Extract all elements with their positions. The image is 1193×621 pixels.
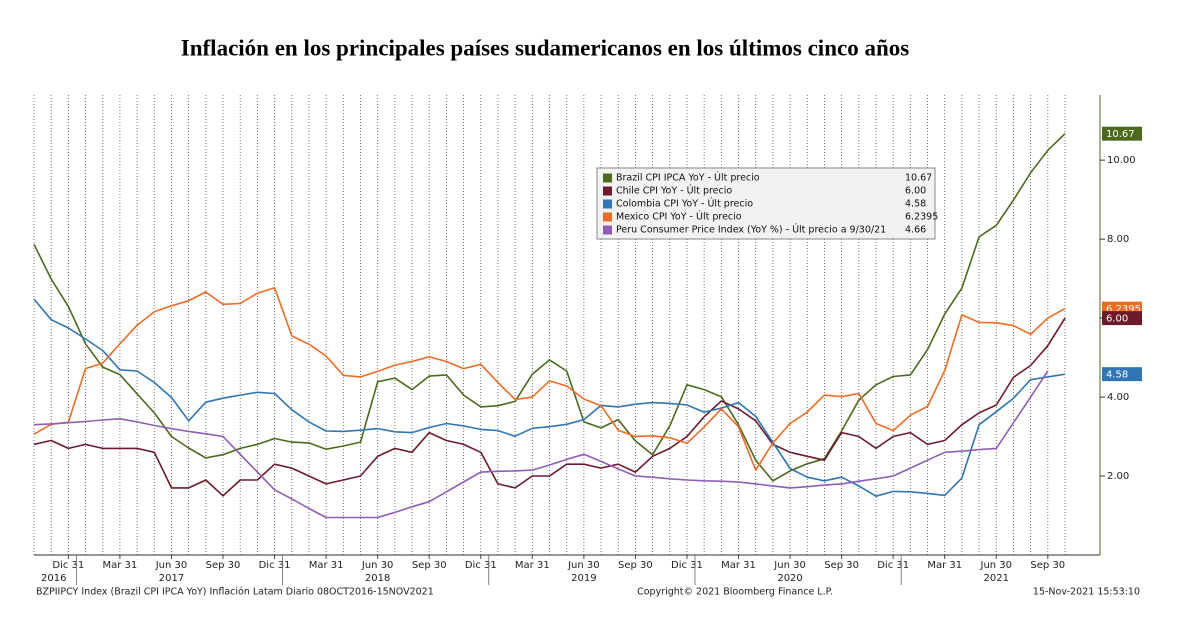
x-tick-label: Dic 31 xyxy=(259,560,291,571)
axis-tag xyxy=(1102,367,1142,382)
x-tick-label: Dic 31 xyxy=(465,560,497,571)
x-tick-label: Sep 30 xyxy=(412,560,447,571)
x-tick-label: Jun 30 xyxy=(773,560,806,571)
x-tick-label: Mar 31 xyxy=(309,560,344,571)
chart-title: Inflación en los principales países suda… xyxy=(181,35,909,60)
year-label: 2020 xyxy=(777,573,802,584)
y-tick-label: 4.00 xyxy=(1107,392,1129,403)
legend-value: 4.66 xyxy=(905,225,926,236)
x-tick-label: Jun 30 xyxy=(980,560,1013,571)
x-tick-label: Mar 31 xyxy=(721,560,756,571)
x-tick-label: Jun 30 xyxy=(567,560,600,571)
x-tick-label: Mar 31 xyxy=(103,560,138,571)
axis-tag xyxy=(1102,126,1142,141)
series-line xyxy=(33,370,1049,519)
x-tick-label: Dic 31 xyxy=(671,560,703,571)
year-label: 2018 xyxy=(365,573,390,584)
x-tick-label: Mar 31 xyxy=(927,560,962,571)
x-tick-label: Jun 30 xyxy=(361,560,394,571)
legend-swatch xyxy=(603,225,612,235)
legend-swatch xyxy=(603,212,612,222)
year-label: 2016 xyxy=(41,573,66,584)
year-label: 2017 xyxy=(159,573,184,584)
series-line xyxy=(33,317,1066,497)
x-tick-label: Jun 30 xyxy=(155,560,188,571)
footer-left: BZPIIPCY Index (Brazil CPI IPCA YoY) Inf… xyxy=(36,587,434,598)
axis-tag-label: 4.58 xyxy=(1106,370,1128,381)
legend-value: 6.00 xyxy=(905,186,926,197)
x-tick-label: Dic 31 xyxy=(52,560,84,571)
legend-value: 10.67 xyxy=(905,173,932,184)
x-tick-label: Sep 30 xyxy=(1030,560,1065,571)
series-line xyxy=(33,286,1066,471)
legend-label: Peru Consumer Price Index (YoY %) - Últ … xyxy=(616,224,886,236)
y-tick-label: 8.00 xyxy=(1107,234,1129,245)
legend-label: Brazil CPI IPCA YoY - Últ precio xyxy=(616,172,760,184)
axis-tag-label: 10.67 xyxy=(1106,129,1135,140)
axis-tag xyxy=(1102,311,1142,326)
legend: Brazil CPI IPCA YoY - Últ precio 10.67 Chi… xyxy=(596,167,938,240)
footer-center: Copyright© 2021 Bloomberg Finance L.P. xyxy=(637,587,833,598)
footer-right: 15-Nov-2021 15:53:10 xyxy=(1033,587,1140,598)
legend-swatch xyxy=(603,199,612,209)
legend-swatch xyxy=(603,173,612,183)
year-label: 2021 xyxy=(984,573,1009,584)
legend-swatch xyxy=(603,186,612,196)
legend-label: Mexico CPI YoY - Últ precio xyxy=(616,211,742,223)
x-tick-label: Sep 30 xyxy=(824,560,859,571)
x-tick-label: Sep 30 xyxy=(206,560,241,571)
y-tick-label: 10.00 xyxy=(1107,155,1136,166)
x-tick-label: Dic 31 xyxy=(877,560,909,571)
series-line xyxy=(33,133,1066,482)
year-label: 2019 xyxy=(571,573,596,584)
axis-tag-label: 6.2395 xyxy=(1106,304,1141,315)
y-tick-label: 2.00 xyxy=(1107,471,1129,482)
series-line xyxy=(33,298,1066,497)
x-tick-label: Sep 30 xyxy=(618,560,653,571)
legend-box xyxy=(596,167,936,240)
axis-tag-label: 6.00 xyxy=(1106,314,1128,325)
legend-value: 4.58 xyxy=(905,199,926,210)
legend-label: Colombia CPI YoY - Últ precio xyxy=(616,198,753,210)
x-tick-label: Mar 31 xyxy=(515,560,550,571)
legend-label: Chile CPI YoY - Últ precio xyxy=(616,185,732,197)
legend-value: 6.2395 xyxy=(905,212,938,223)
